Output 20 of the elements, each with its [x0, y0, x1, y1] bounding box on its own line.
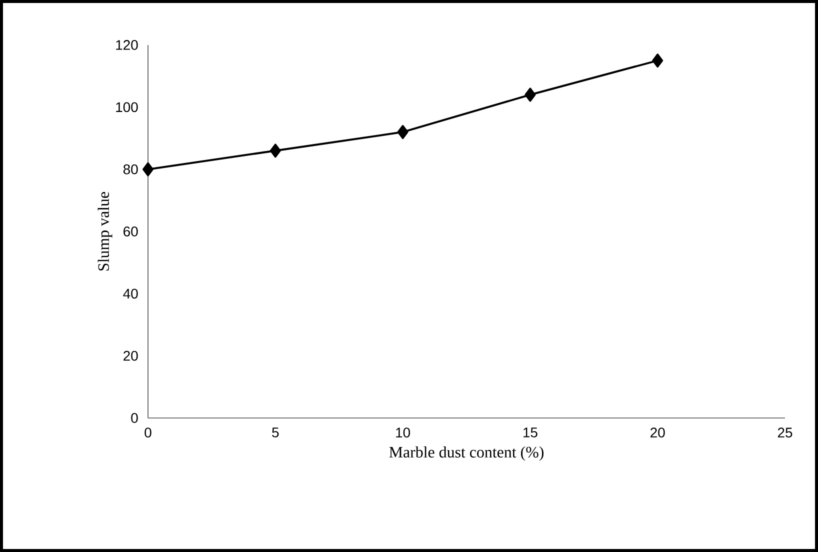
point	[142, 162, 154, 176]
y-tick-label: 80	[123, 164, 138, 174]
point	[270, 144, 281, 158]
y-tick-label: 20	[124, 350, 138, 361]
y-tick-label: 40	[123, 288, 138, 299]
point	[652, 54, 664, 68]
x-tick-label: 0	[144, 428, 152, 438]
y-tick-label: 60	[124, 226, 138, 236]
point	[397, 125, 408, 140]
x-axis-title: Marble dust content (%)	[389, 446, 544, 461]
x-tick-label: 5	[272, 428, 279, 438]
x-tick-label: 10	[396, 428, 410, 438]
y-tick-label: 0	[131, 413, 138, 423]
x-tick-label: 20	[650, 428, 665, 438]
point	[524, 88, 536, 102]
y-axis-title: Slump value	[98, 192, 112, 271]
x-tick-label: 15	[524, 428, 538, 438]
y-tick-label: 120	[116, 40, 138, 50]
y-tick-label: 100	[116, 102, 138, 112]
x-tick-label: 25	[778, 428, 792, 438]
